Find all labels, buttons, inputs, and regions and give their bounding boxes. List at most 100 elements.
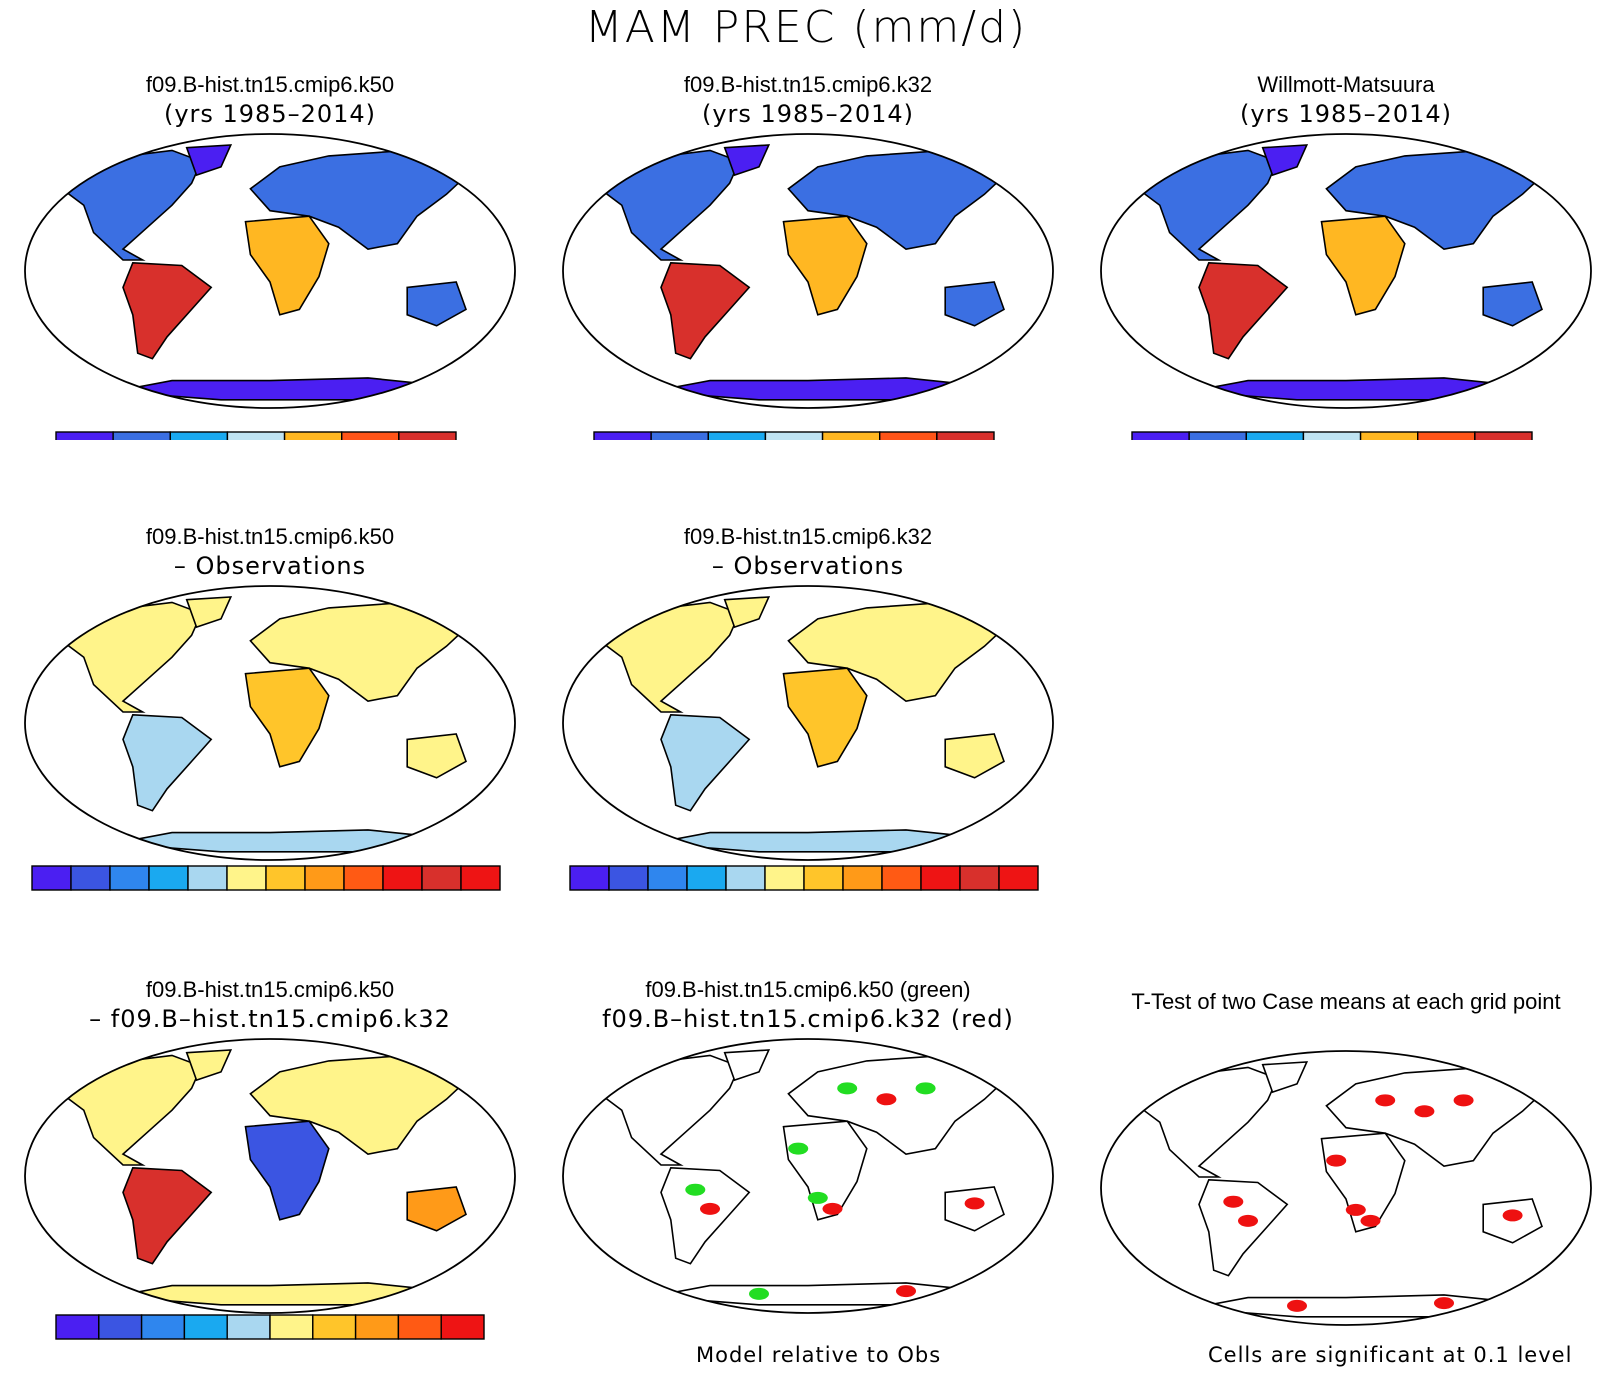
significant-cell-region	[1238, 1214, 1258, 1227]
continent-antarctica	[1189, 377, 1523, 401]
significant-cell-region	[1345, 1203, 1366, 1216]
significant-cell-region	[822, 1202, 843, 1215]
panel-subtitle: – Observations	[173, 552, 367, 580]
colorbar-swatch	[803, 865, 844, 891]
continent-greenland	[723, 596, 771, 629]
panel-title: f09.B-hist.tn15.cmip6.k32	[683, 524, 933, 549]
continent-south-america	[122, 261, 213, 360]
footnote-significance: Cells are significant at 0.1 level	[1208, 1343, 1573, 1367]
significant-cell-region	[1287, 1299, 1307, 1312]
colorbar-swatch	[341, 431, 400, 440]
significant-cell-region	[807, 1191, 828, 1204]
continent-australia	[944, 281, 1005, 327]
significant-cell-region	[1360, 1214, 1381, 1227]
colorbar-swatch	[226, 865, 267, 891]
colorbar-swatch	[764, 431, 824, 440]
significant-cell-region	[876, 1093, 897, 1106]
panel-t-test: T-Test of two Case means at each grid po…	[1076, 905, 1612, 1345]
colorbar-swatch	[109, 865, 150, 891]
panel-k32-minus-obs: −7.5−2.502.57.5 f09.B-hist.tn15.cmip6.k3…	[538, 452, 1078, 892]
panel-title: Willmott-Matsuura	[1257, 72, 1435, 97]
continent-greenland	[185, 1049, 233, 1082]
colorbar-swatch	[1188, 431, 1247, 440]
colorbar-swatch	[1359, 431, 1419, 440]
panel-subtitle: (yrs 1985–2014)	[163, 100, 377, 128]
colorbar-swatch	[269, 1314, 314, 1340]
colorbar-swatch	[354, 1314, 400, 1340]
colorbar-swatch	[98, 1314, 143, 1340]
continent-australia	[406, 1186, 467, 1232]
map-border	[24, 585, 516, 861]
significant-cell-region	[1414, 1105, 1435, 1118]
colorbar-tick-label: −.2	[122, 1344, 161, 1345]
colorbar: .00712345612.694	[1131, 431, 1533, 440]
significant-cell-region	[685, 1183, 706, 1196]
colorbar-swatch	[725, 865, 766, 891]
significant-cell-region	[915, 1082, 936, 1095]
continent-australia	[406, 733, 467, 779]
colorbar-swatch	[1302, 431, 1362, 440]
colorbar-swatch	[707, 431, 767, 440]
colorbar-swatch	[569, 865, 610, 891]
map-border	[1100, 133, 1592, 409]
map-border	[562, 1038, 1054, 1314]
panel-subtitle: (yrs 1985–2014)	[701, 100, 915, 128]
continent-greenland	[185, 144, 233, 177]
colorbar-swatch	[183, 1314, 228, 1340]
colorbar-swatch	[959, 865, 1000, 891]
continent-south-america	[122, 1166, 213, 1265]
significant-cell-region	[1453, 1094, 1474, 1107]
colorbar-swatch	[647, 865, 688, 891]
colorbar: −7.5−2.502.57.5	[569, 865, 1039, 891]
map-p1: .01612345636.805	[24, 133, 516, 440]
colorbar-swatch	[265, 865, 306, 891]
colorbar-swatch	[881, 865, 922, 891]
colorbar-swatch	[936, 431, 995, 440]
continent-africa	[244, 215, 330, 316]
colorbar-swatch	[920, 865, 961, 891]
map-p5: −7.5−2.502.57.5	[562, 585, 1054, 891]
map-p3: .00712345612.694	[1100, 133, 1592, 440]
colorbar-swatch	[382, 865, 423, 891]
colorbar-swatch	[1474, 431, 1533, 440]
colorbar-swatch	[650, 431, 709, 440]
colorbar-tick-label: .0	[217, 1344, 238, 1345]
map-border	[562, 133, 1054, 409]
colorbar-swatch	[55, 1314, 100, 1340]
continent-australia	[406, 281, 467, 327]
continent-greenland	[1261, 1061, 1309, 1094]
colorbar-swatch	[226, 431, 286, 440]
map-border	[562, 585, 1054, 861]
continent-antarctica	[113, 829, 447, 853]
colorbar-swatch	[312, 1314, 357, 1340]
panel-k32-climatology: .01412345635.388 f09.B-hist.tn15.cmip6.k…	[538, 0, 1078, 440]
significant-cell-region	[1223, 1195, 1244, 1208]
panel-title: f09.B-hist.tn15.cmip6.k50	[145, 72, 395, 97]
continent-greenland	[185, 596, 233, 629]
colorbar-swatch	[55, 431, 114, 440]
colorbar-swatch	[821, 431, 881, 440]
colorbar-tick-label: 4.4603	[403, 1344, 480, 1345]
footnote-model-relative: Model relative to Obs	[696, 1343, 942, 1367]
map-p2: .01412345635.388	[562, 133, 1054, 440]
colorbar-tick-label: .2	[302, 1344, 323, 1345]
map-p4: −7.5−2.502.57.5	[24, 585, 516, 891]
colorbar-swatch	[304, 865, 345, 891]
continent-south-america	[1198, 261, 1289, 360]
continent-south-america	[660, 261, 751, 360]
map-p8	[562, 1038, 1054, 1314]
figure-title: MAM PREC (mm/d)	[584, 2, 1028, 53]
map-border	[24, 133, 516, 409]
map-border	[24, 1038, 516, 1314]
panel-subtitle: – Observations	[711, 552, 905, 580]
colorbar-swatch	[1245, 431, 1305, 440]
significant-cell-region	[1434, 1297, 1454, 1310]
colorbar-swatch	[169, 431, 229, 440]
colorbar-swatch	[140, 1314, 186, 1340]
colorbar-tick-label: −2.3545	[8, 1344, 103, 1345]
significant-cell-region	[1326, 1154, 1347, 1167]
colorbar-swatch	[440, 1314, 485, 1340]
colorbar-swatch	[460, 865, 501, 891]
map-p7: −2.3545 −.2 .0 .2 4.4603	[8, 1038, 516, 1345]
colorbar-swatch	[686, 865, 727, 891]
